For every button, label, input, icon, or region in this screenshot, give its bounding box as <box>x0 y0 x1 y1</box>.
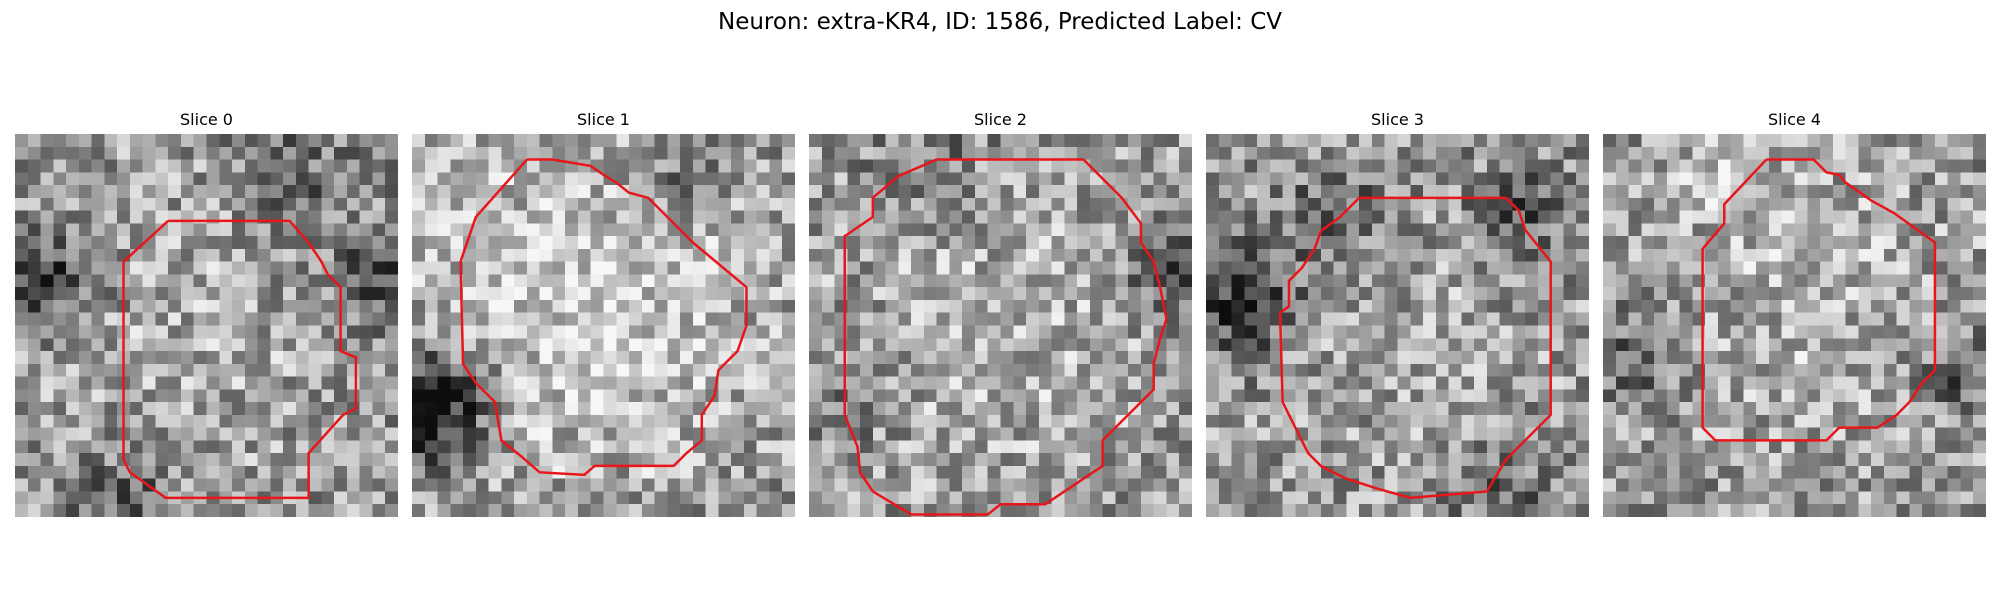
slice-3-roi-outline <box>1280 198 1551 498</box>
slice-1-roi-overlay <box>412 134 795 517</box>
slice-1-image <box>412 134 795 517</box>
slice-panel-0: Slice 0 <box>15 110 398 520</box>
slice-4-roi-overlay <box>1603 134 1986 517</box>
slice-title-4: Slice 4 <box>1768 110 1821 129</box>
slice-title-2: Slice 2 <box>974 110 1027 129</box>
slice-3-roi-overlay <box>1206 134 1589 517</box>
slice-4-image <box>1603 134 1986 517</box>
slice-title-1: Slice 1 <box>577 110 630 129</box>
slice-4-roi-outline <box>1703 160 1935 441</box>
slice-title-0: Slice 0 <box>180 110 233 129</box>
figure-title: Neuron: extra-KR4, ID: 1586, Predicted L… <box>717 9 1283 35</box>
slice-panel-2: Slice 2 <box>809 110 1192 520</box>
slice-2-roi-overlay <box>809 134 1192 517</box>
slice-0-roi-outline <box>124 221 356 498</box>
slice-panel-3: Slice 3 <box>1206 110 1589 520</box>
slice-1-roi-outline <box>461 160 747 475</box>
slice-panel-4: Slice 4 <box>1603 110 1986 520</box>
slice-0-image <box>15 134 398 517</box>
slice-0-roi-overlay <box>15 134 398 517</box>
slice-2-roi-outline <box>845 160 1167 515</box>
slice-panel-1: Slice 1 <box>412 110 795 520</box>
slice-title-3: Slice 3 <box>1371 110 1424 129</box>
